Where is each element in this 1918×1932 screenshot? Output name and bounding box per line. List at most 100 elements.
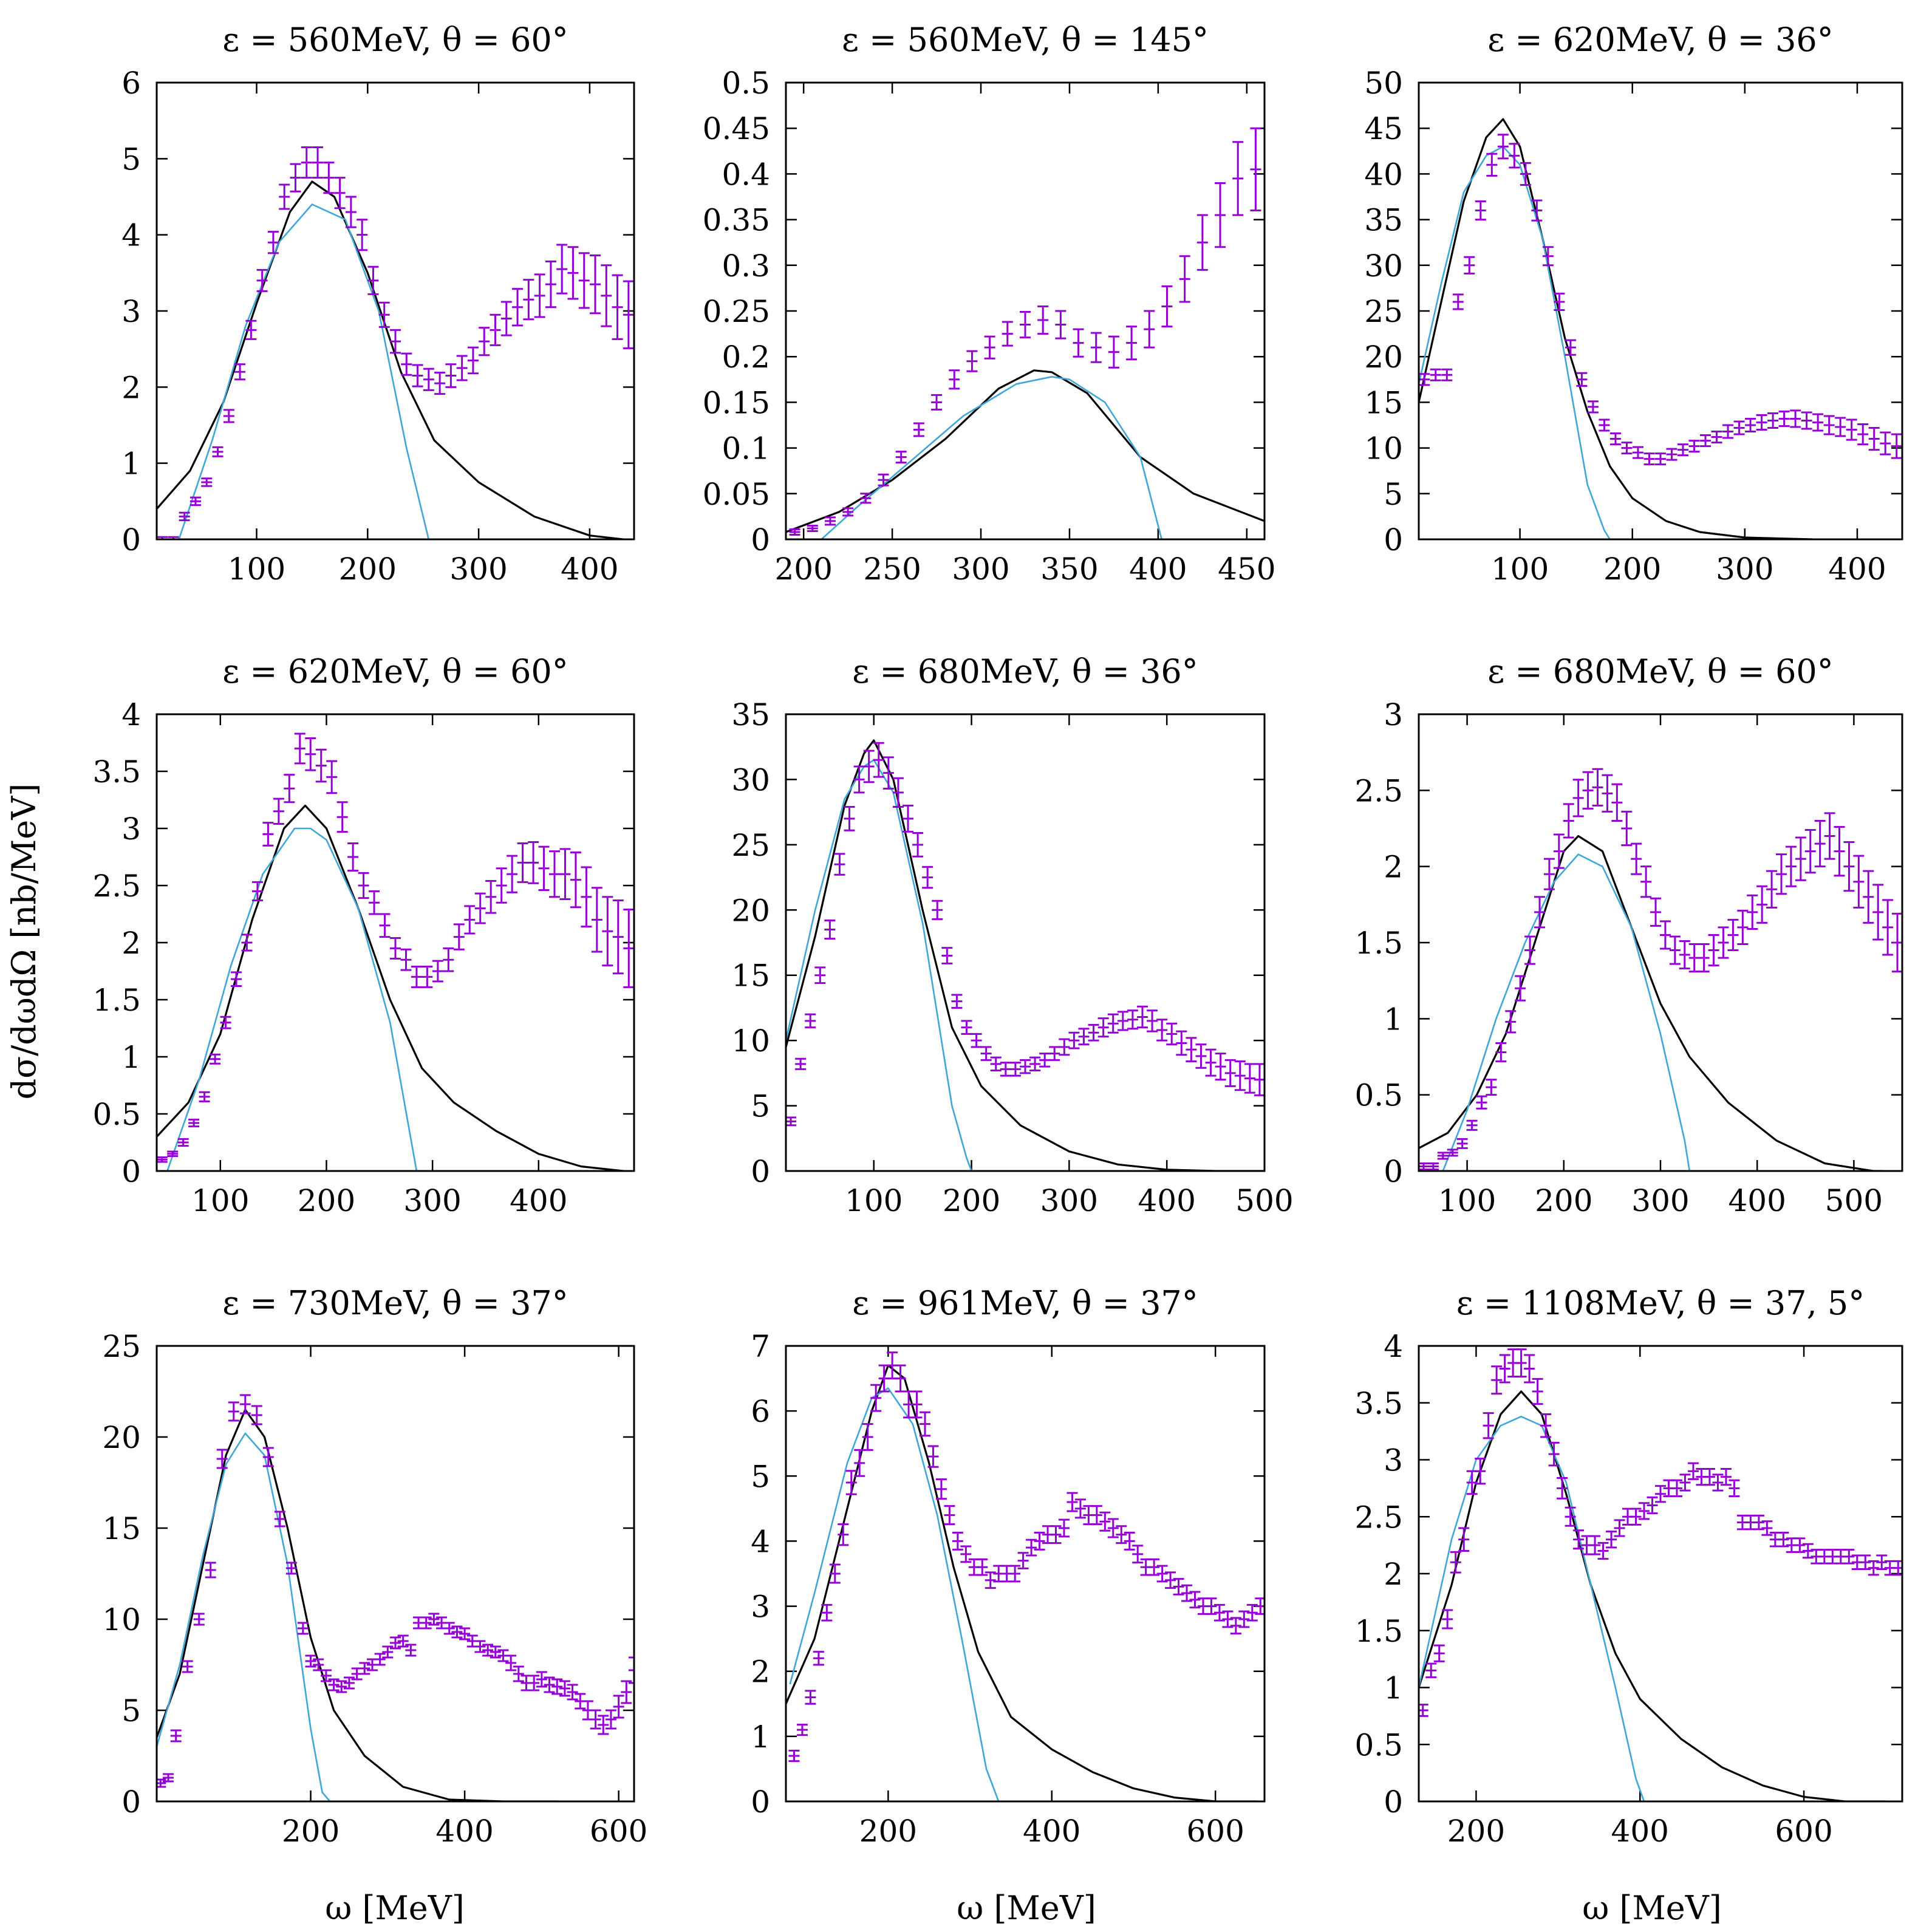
data-point (170, 1729, 182, 1743)
data-point (301, 146, 312, 179)
data-point (1814, 819, 1826, 868)
x-tick-label: 200 (1603, 551, 1661, 587)
data-point (1606, 1531, 1617, 1549)
panels: ε = 560MeV, θ = 60°100 200 300 4000123456ε … (92, 21, 1903, 1849)
data-point (1173, 1578, 1184, 1596)
data-point (505, 1654, 517, 1671)
y-tick-label: 0 (121, 1154, 141, 1189)
data-point (326, 760, 338, 794)
data-point (1009, 1565, 1021, 1583)
data-point (1824, 812, 1835, 860)
data-point (347, 842, 359, 872)
data-point (1666, 448, 1677, 461)
data-point (570, 851, 581, 909)
data-point (813, 1651, 824, 1666)
x-tick-label: 100 (191, 1183, 249, 1218)
y-tick-label: 3.5 (92, 754, 141, 790)
data-point (1067, 1492, 1078, 1512)
data-point (1761, 1520, 1773, 1536)
y-tick-label: 45 (1364, 111, 1403, 146)
data-point (1215, 182, 1226, 248)
panel-8: ε = 961MeV, θ = 37° 200 400 600 0 1 2 3 4 5 6 7 (751, 1284, 1266, 1849)
data-point (1090, 332, 1102, 363)
data-point (1711, 431, 1722, 444)
data-point (1097, 1017, 1109, 1038)
data-point (210, 1053, 221, 1065)
y-tick-label: 3 (1384, 697, 1403, 732)
data-point (1433, 1644, 1445, 1662)
data-point (1766, 870, 1778, 909)
data-point (1419, 1162, 1429, 1170)
plot-frame (155, 81, 635, 541)
data-point (401, 352, 412, 376)
x-axis-label-col-3: ω [MeV] (1582, 1889, 1722, 1927)
data-point (220, 1015, 231, 1029)
data-point (1107, 1518, 1119, 1538)
blue-curve (166, 827, 418, 1171)
data-point (824, 919, 836, 940)
data-point (223, 409, 234, 423)
data-point (796, 1724, 808, 1736)
plot-area (786, 739, 1264, 1171)
data-point (1669, 935, 1681, 965)
x-axis-label-col-1: ω [MeV] (325, 1889, 465, 1927)
y-axis-label: dσ/dωdΩ [nb/MeV] (5, 783, 43, 1100)
data-point (1531, 199, 1543, 222)
data-point (582, 1700, 593, 1721)
data-point (932, 899, 943, 920)
panel-title: ε = 1108MeV, θ = 37, 5° (1456, 1284, 1865, 1322)
data-point (1124, 1532, 1135, 1551)
data-point (1801, 411, 1812, 430)
data-point (1486, 152, 1498, 177)
data-point (1543, 858, 1555, 890)
panel-4: ε = 620MeV, θ = 60° 100 200 300 400 0 0.5 1 1.5 2… (92, 652, 635, 1218)
data-point (977, 1558, 988, 1576)
data-point (935, 1478, 947, 1500)
data-point (919, 1411, 930, 1437)
data-point (443, 947, 454, 972)
data-point (421, 965, 433, 988)
data-point (1127, 1009, 1138, 1030)
data-point (1534, 896, 1545, 929)
data-point (1034, 1532, 1045, 1551)
data-point (1621, 442, 1633, 455)
y-tick-label: 0.5 (92, 1097, 141, 1132)
y-tick-label: 20 (731, 893, 770, 928)
x-tick-label: 600 (1186, 1814, 1244, 1849)
data-point (1540, 1413, 1552, 1438)
y-tick-label: 0.15 (703, 385, 770, 420)
data-point (459, 1627, 471, 1640)
data-point (789, 528, 800, 536)
data-point (1630, 1507, 1642, 1526)
data-point (551, 1678, 563, 1695)
y-tick-label: 1 (1384, 1671, 1403, 1706)
y-tick-label: 2 (751, 1654, 770, 1690)
y-tick-label: 0 (121, 522, 141, 558)
panel-title: ε = 620MeV, θ = 36° (1487, 21, 1834, 59)
x-tick-label: 500 (1235, 1183, 1293, 1218)
data-point (241, 934, 253, 952)
data-point (1767, 412, 1779, 429)
data-point (601, 264, 612, 327)
black-curve (1419, 835, 1883, 1171)
x-tick-label: 100 (1438, 1183, 1496, 1218)
y-tick-label: 0 (121, 1784, 141, 1820)
data-point (1553, 833, 1565, 869)
data-point (267, 231, 279, 254)
data-point (1156, 1565, 1168, 1583)
y-tick-label: 4 (121, 697, 141, 732)
y-tick-label: 1 (121, 446, 141, 482)
data-point (351, 1667, 363, 1681)
y-tick-label: 0.35 (703, 203, 770, 238)
data-point (1843, 841, 1855, 892)
x-tick-label: 200 (1535, 1183, 1592, 1218)
y-tick-label: 2.5 (1354, 773, 1403, 808)
data-point (182, 1660, 193, 1673)
data-point (538, 845, 550, 892)
plot-frame (785, 81, 1266, 541)
y-tick-label: 1.5 (1354, 926, 1403, 961)
y-tick-label: 5 (121, 1693, 141, 1729)
data-point (1576, 372, 1588, 387)
blue-curve (1442, 853, 1691, 1171)
data-point (591, 887, 602, 953)
